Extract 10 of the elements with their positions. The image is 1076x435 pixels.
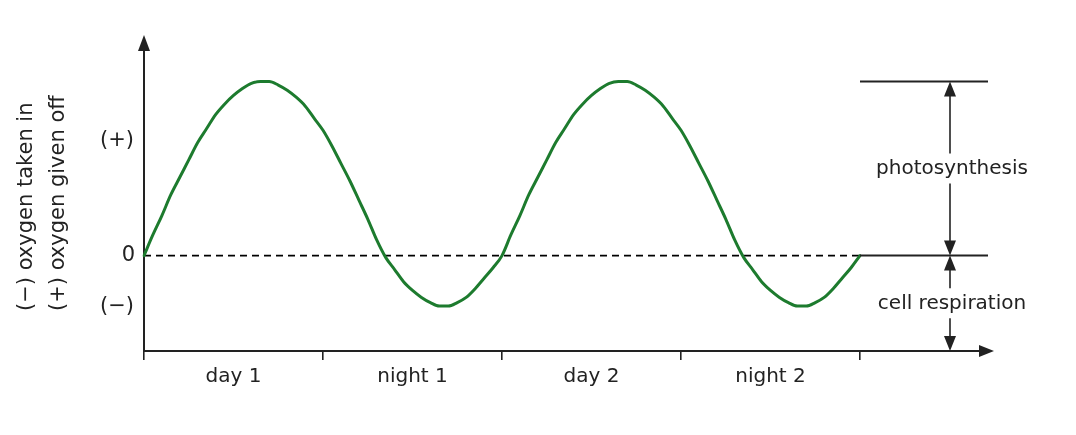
x-tick-label: day 2 bbox=[563, 363, 620, 388]
x-tick-label: night 1 bbox=[377, 363, 448, 388]
text: (+) bbox=[100, 127, 134, 152]
text: (−) bbox=[100, 292, 134, 317]
text: photosynthesis bbox=[876, 154, 1028, 179]
x-tick-label: night 2 bbox=[735, 363, 806, 388]
text: cell respiration bbox=[877, 289, 1027, 314]
x-tick-label: day 1 bbox=[205, 363, 262, 388]
y-axis-title: (−) oxygen taken in (+) oxygen given off bbox=[13, 94, 70, 311]
ref-line-label: 0 bbox=[121, 242, 135, 267]
